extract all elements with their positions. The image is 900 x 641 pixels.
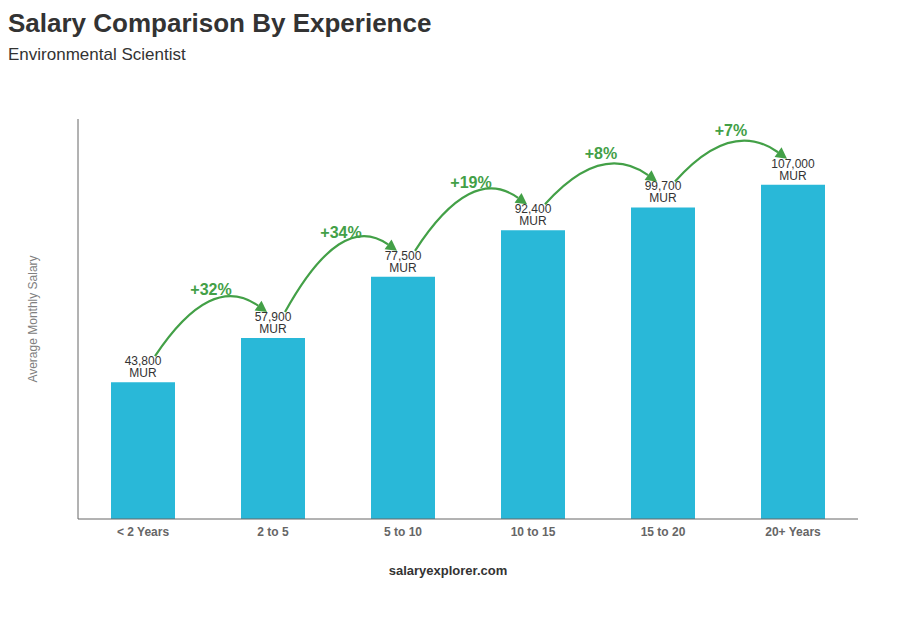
svg-text:92,400MUR: 92,400MUR xyxy=(515,202,552,228)
svg-text:+34%: +34% xyxy=(320,224,361,241)
svg-text:+7%: +7% xyxy=(715,122,747,139)
svg-text:99,700MUR: 99,700MUR xyxy=(645,179,682,205)
svg-text:< 2 Years: < 2 Years xyxy=(117,525,169,539)
svg-text:Average Monthly Salary: Average Monthly Salary xyxy=(26,255,40,382)
svg-text:43,800MUR: 43,800MUR xyxy=(125,354,162,380)
html-text:Environmental Scientist: Environmental Scientist xyxy=(8,45,186,64)
svg-text:107,000MUR: 107,000MUR xyxy=(771,157,815,183)
svg-text:57,900MUR: 57,900MUR xyxy=(255,310,292,336)
svg-text:2 to 5: 2 to 5 xyxy=(257,525,289,539)
svg-text:10 to 15: 10 to 15 xyxy=(511,525,556,539)
svg-text:+19%: +19% xyxy=(450,174,491,191)
svg-text:20+ Years: 20+ Years xyxy=(765,525,821,539)
html-text:Salary Comparison By Experienc: Salary Comparison By Experience xyxy=(8,8,432,38)
html-text:salaryexplorer.com: salaryexplorer.com xyxy=(388,563,508,578)
svg-text:5 to 10: 5 to 10 xyxy=(384,525,422,539)
svg-text:+32%: +32% xyxy=(190,281,231,298)
svg-text:15 to 20: 15 to 20 xyxy=(641,525,686,539)
svg-text:+8%: +8% xyxy=(585,145,617,162)
svg-text:77,500MUR: 77,500MUR xyxy=(385,249,422,275)
